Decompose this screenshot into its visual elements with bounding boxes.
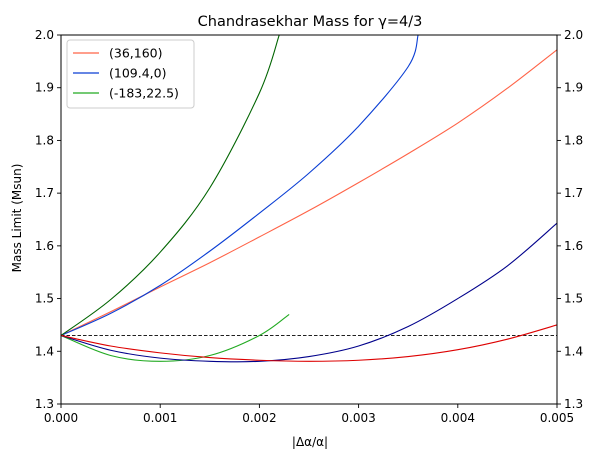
right-y-tick-label: 1.8 bbox=[564, 133, 583, 147]
y-tick-label: 2.0 bbox=[35, 28, 54, 42]
right-y-tick-label: 1.3 bbox=[564, 397, 583, 411]
right-y-tick-label: 1.6 bbox=[564, 239, 583, 253]
series-line-5 bbox=[61, 222, 557, 363]
y-tick-label: 1.8 bbox=[35, 133, 54, 147]
legend-label: (-183,22.5) bbox=[109, 86, 179, 101]
right-y-tick-label: 1.4 bbox=[564, 344, 583, 358]
x-tick-label: 0.001 bbox=[143, 411, 177, 425]
legend-label: (109.4,0) bbox=[109, 66, 166, 81]
y-tick-label: 1.4 bbox=[35, 344, 54, 358]
right-y-tick-label: 1.5 bbox=[564, 292, 583, 306]
axes-frame bbox=[60, 34, 558, 405]
y-tick-label: 1.3 bbox=[35, 397, 54, 411]
y-tick-label: 1.6 bbox=[35, 239, 54, 253]
series-line-6 bbox=[61, 324, 557, 362]
y-tick-label: 1.5 bbox=[35, 292, 54, 306]
legend-box bbox=[66, 39, 195, 109]
y-tick-label: 1.7 bbox=[35, 186, 54, 200]
legend-label: (36,160) bbox=[109, 46, 163, 61]
x-tick-label: 0.004 bbox=[441, 411, 475, 425]
series-line-4 bbox=[61, 35, 280, 336]
x-tick-label: 0.002 bbox=[242, 411, 276, 425]
series-line-2 bbox=[61, 35, 419, 336]
legend: (36,160) (109.4,0) (-183,22.5) bbox=[66, 39, 195, 109]
x-tick-label: 0.003 bbox=[341, 411, 375, 425]
right-y-tick-label: 1.7 bbox=[564, 186, 583, 200]
right-y-tick-label: 2.0 bbox=[564, 28, 583, 42]
x-tick-label: 0.000 bbox=[44, 411, 78, 425]
right-y-tick-label: 1.9 bbox=[564, 81, 583, 95]
plot-area: 0.000 0.001 0.002 0.003 0.004 0.0051.31.41.51… bbox=[35, 28, 583, 425]
y-axis-label: Mass Limit (Msun) bbox=[10, 164, 24, 273]
chart-title: Chandrasekhar Mass for γ=4/3 bbox=[198, 14, 423, 30]
y-tick-label: 1.9 bbox=[35, 81, 54, 95]
series-lines bbox=[61, 35, 557, 363]
x-axis-label: |Δα/α| bbox=[292, 435, 328, 449]
x-tick-label: 0.005 bbox=[540, 411, 574, 425]
